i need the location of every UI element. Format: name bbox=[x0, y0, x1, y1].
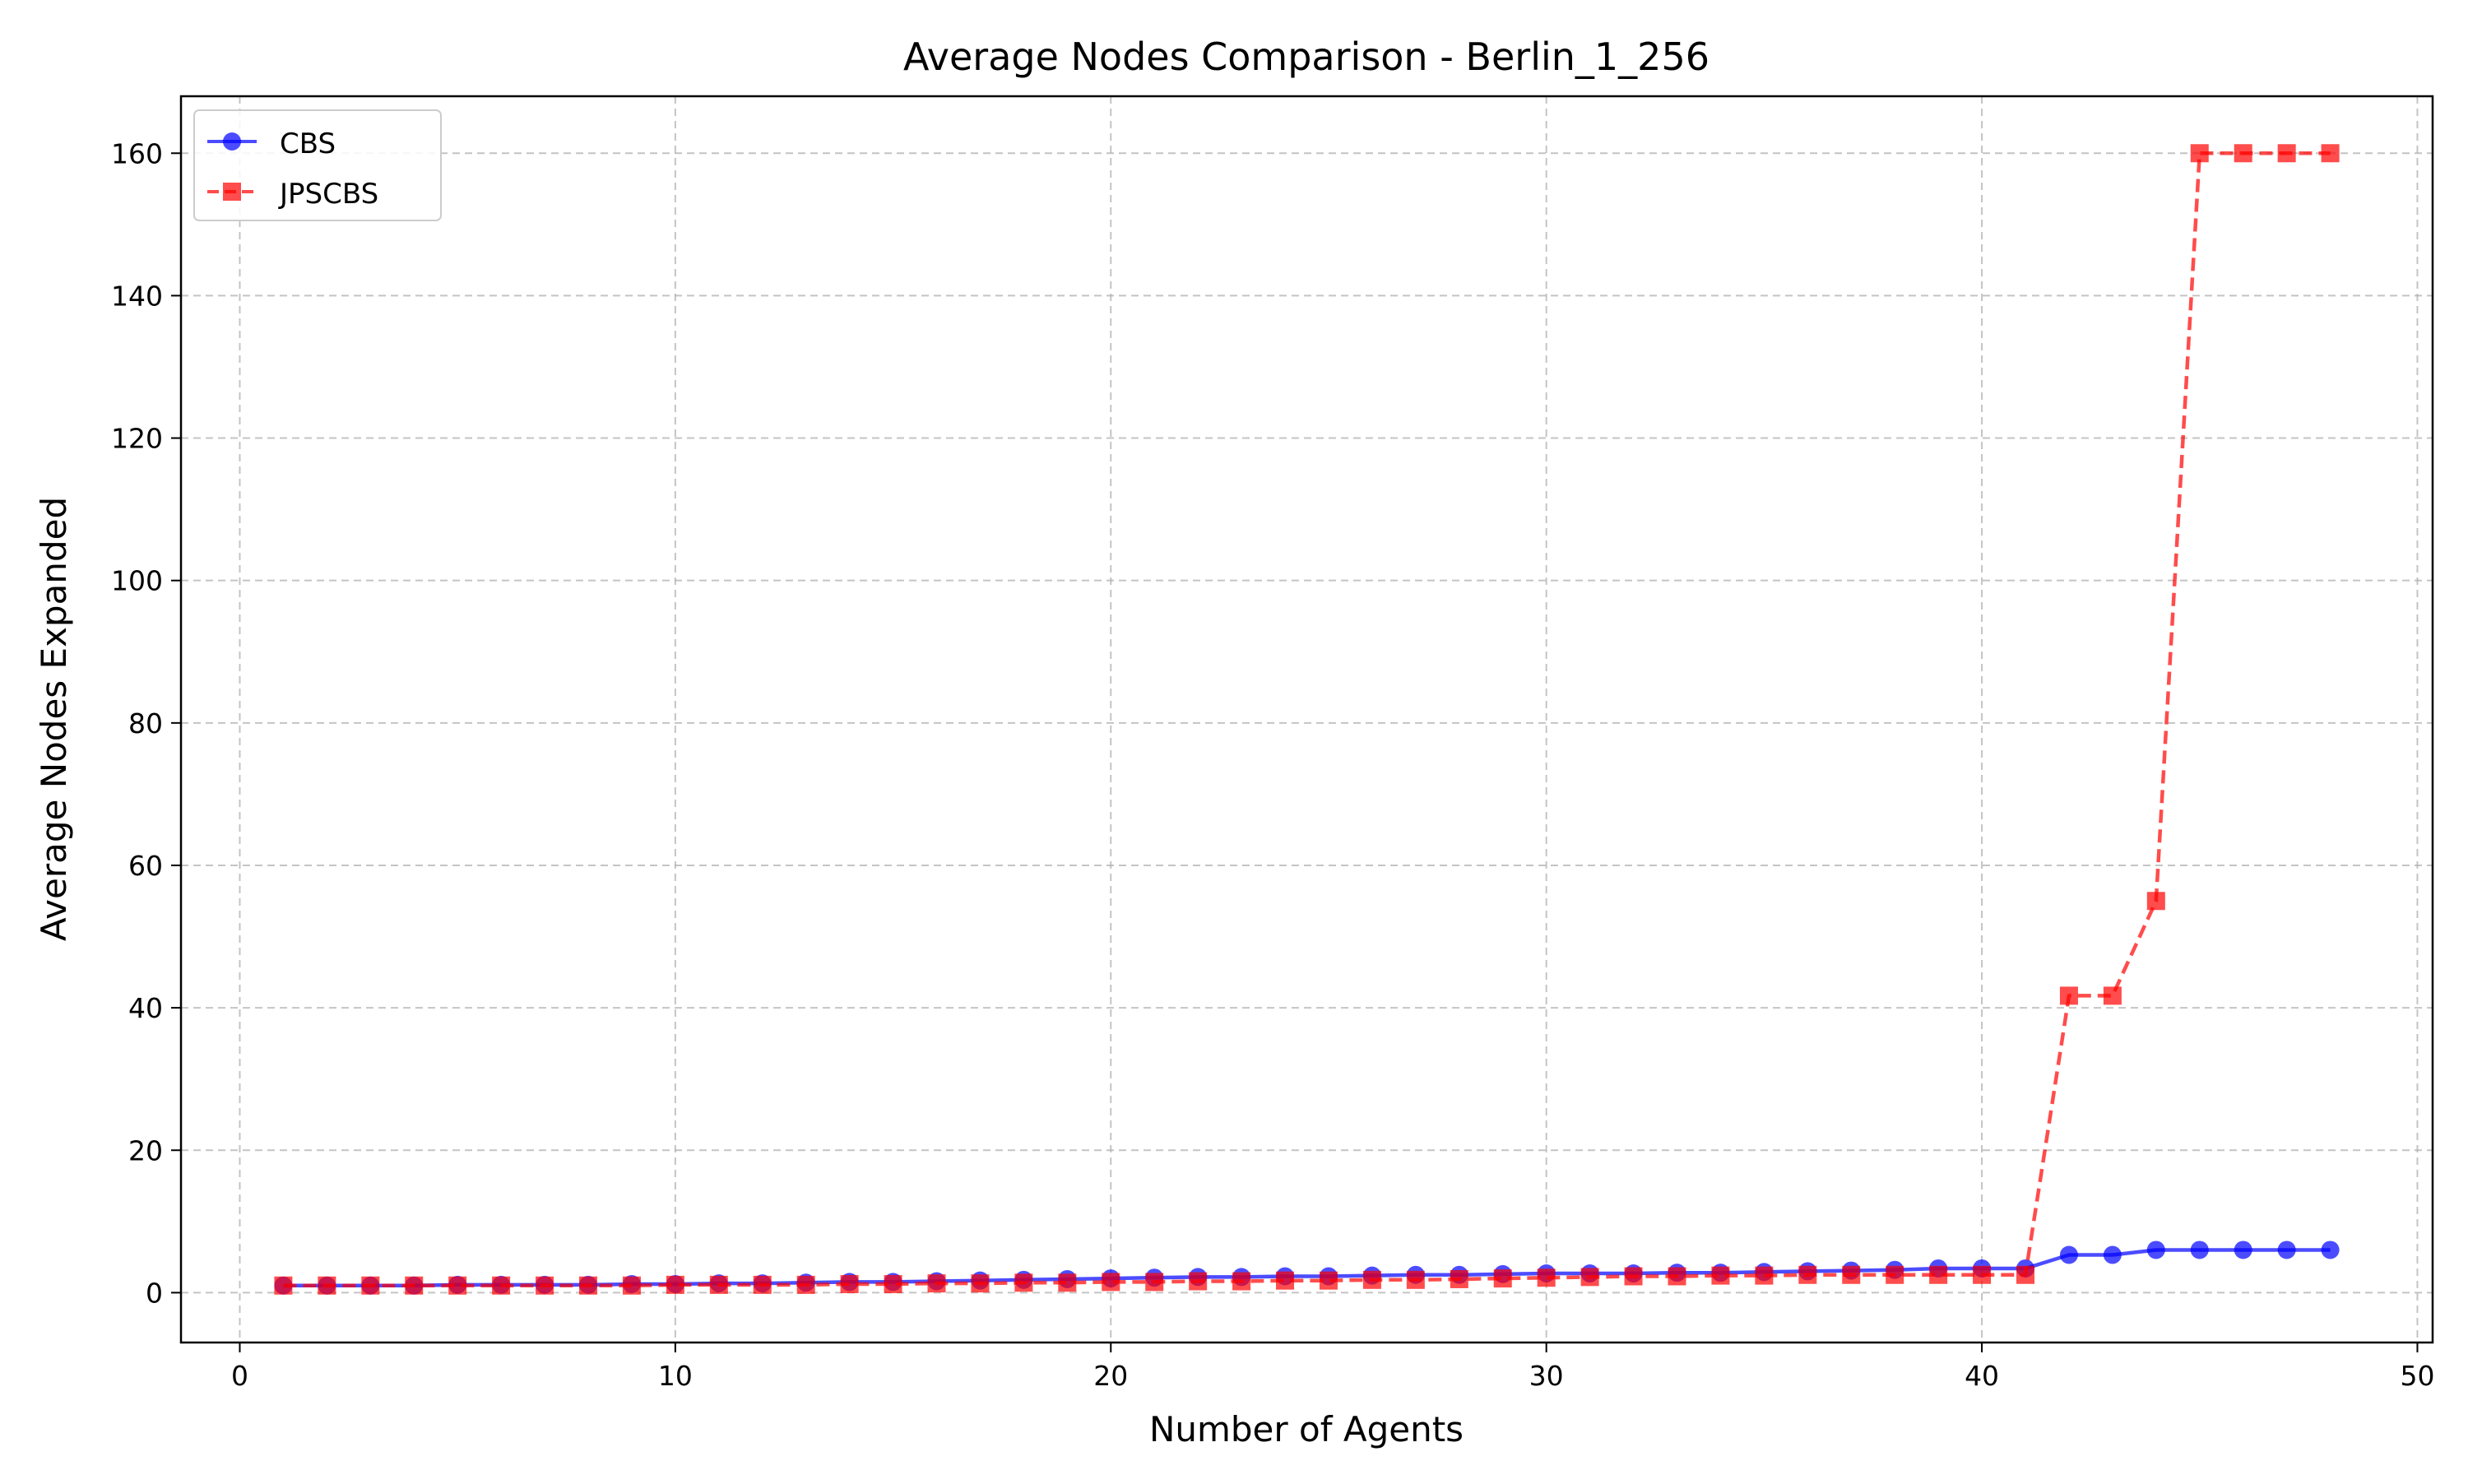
legend-box bbox=[193, 109, 442, 221]
x-tick-label: 20 bbox=[1093, 1360, 1128, 1392]
data-point-jpscbs bbox=[840, 1275, 859, 1294]
data-point-jpscbs bbox=[578, 1276, 597, 1295]
legend-label-cbs: CBS bbox=[280, 128, 336, 160]
x-tick-label: 30 bbox=[1529, 1360, 1564, 1392]
x-axis-label: Number of Agents bbox=[1149, 1409, 1464, 1449]
data-point-jpscbs bbox=[1276, 1271, 1295, 1290]
data-point-cbs bbox=[2146, 1241, 2165, 1259]
data-point-jpscbs bbox=[753, 1275, 772, 1294]
data-point-jpscbs bbox=[2321, 144, 2340, 163]
y-tick-label: 160 bbox=[111, 137, 163, 169]
y-tick-label: 80 bbox=[128, 707, 163, 740]
x-tick-label: 40 bbox=[1965, 1360, 1999, 1392]
data-point-jpscbs bbox=[361, 1276, 380, 1295]
data-point-jpscbs bbox=[1493, 1269, 1512, 1288]
data-point-jpscbs bbox=[536, 1276, 554, 1295]
y-tick-label: 40 bbox=[128, 992, 163, 1024]
series-layer bbox=[274, 144, 2340, 1295]
y-tick-label: 100 bbox=[111, 565, 163, 597]
x-tick-label: 10 bbox=[658, 1360, 693, 1392]
data-point-jpscbs bbox=[448, 1276, 467, 1295]
data-point-jpscbs bbox=[927, 1274, 946, 1293]
data-point-jpscbs bbox=[709, 1275, 728, 1294]
data-point-jpscbs bbox=[971, 1274, 990, 1293]
data-point-jpscbs bbox=[1232, 1272, 1251, 1291]
data-point-cbs bbox=[2234, 1241, 2252, 1259]
data-point-jpscbs bbox=[1668, 1267, 1686, 1286]
data-point-jpscbs bbox=[1406, 1270, 1425, 1289]
plot-frame bbox=[179, 95, 2434, 1344]
legend-marker-cbs bbox=[223, 132, 241, 151]
data-point-jpscbs bbox=[1102, 1273, 1120, 1292]
data-point-jpscbs bbox=[274, 1276, 293, 1295]
series-jpscbs bbox=[274, 144, 2340, 1295]
data-point-jpscbs bbox=[1580, 1268, 1599, 1287]
data-point-jpscbs bbox=[1886, 1265, 1904, 1284]
y-tick-label: 140 bbox=[111, 280, 163, 312]
grid bbox=[181, 96, 2433, 1343]
data-point-jpscbs bbox=[1450, 1269, 1468, 1288]
data-point-jpscbs bbox=[492, 1276, 511, 1295]
data-point-jpscbs bbox=[1755, 1266, 1774, 1285]
data-point-jpscbs bbox=[884, 1275, 902, 1294]
data-point-cbs bbox=[2277, 1241, 2296, 1259]
data-point-jpscbs bbox=[1711, 1266, 1730, 1285]
y-tick-label: 0 bbox=[146, 1277, 163, 1309]
data-point-jpscbs bbox=[1319, 1271, 1338, 1290]
data-point-jpscbs bbox=[1624, 1267, 1643, 1286]
y-tick-label: 20 bbox=[128, 1134, 163, 1166]
legend-marker-jpscbs bbox=[223, 183, 241, 201]
data-point-jpscbs bbox=[1189, 1272, 1208, 1291]
chart-title: Average Nodes Comparison - Berlin_1_256 bbox=[903, 35, 1710, 79]
data-point-jpscbs bbox=[1842, 1265, 1861, 1284]
data-point-jpscbs bbox=[2016, 1265, 2035, 1284]
data-point-jpscbs bbox=[622, 1276, 641, 1295]
data-point-jpscbs bbox=[1798, 1265, 1817, 1284]
data-point-jpscbs bbox=[2059, 986, 2078, 1005]
data-point-jpscbs bbox=[1058, 1273, 1077, 1292]
x-tick-label: 50 bbox=[2400, 1360, 2434, 1392]
data-point-jpscbs bbox=[318, 1276, 336, 1295]
y-tick-label: 60 bbox=[128, 850, 163, 882]
y-axis: 0 20 40 60 80 100 120 140 160 bbox=[111, 137, 181, 1309]
legend-item-cbs: CBS bbox=[207, 128, 336, 160]
data-point-jpscbs bbox=[1537, 1268, 1556, 1287]
data-point-jpscbs bbox=[405, 1276, 424, 1295]
data-point-cbs bbox=[2321, 1241, 2340, 1259]
data-point-jpscbs bbox=[666, 1275, 684, 1294]
data-point-jpscbs bbox=[1929, 1265, 1948, 1284]
data-point-jpscbs bbox=[2277, 144, 2296, 163]
legend-label-jpscbs: JPSCBS bbox=[278, 178, 378, 211]
data-point-jpscbs bbox=[2190, 144, 2209, 163]
x-axis: 0 10 20 30 40 50 bbox=[231, 1343, 2434, 1392]
data-point-jpscbs bbox=[1145, 1273, 1164, 1292]
legend: CBS JPSCBS bbox=[193, 109, 442, 221]
data-point-jpscbs bbox=[1973, 1265, 1992, 1284]
data-point-jpscbs bbox=[1362, 1270, 1381, 1289]
data-point-jpscbs bbox=[1014, 1273, 1033, 1292]
x-tick-label: 0 bbox=[231, 1360, 248, 1392]
data-point-jpscbs bbox=[2103, 986, 2122, 1005]
y-axis-label: Average Nodes Expanded bbox=[34, 497, 74, 941]
data-point-cbs bbox=[2190, 1241, 2209, 1259]
data-point-jpscbs bbox=[2146, 892, 2165, 911]
y-tick-label: 120 bbox=[111, 423, 163, 455]
legend-item-jpscbs: JPSCBS bbox=[207, 178, 378, 211]
data-point-jpscbs bbox=[796, 1275, 815, 1294]
data-point-cbs bbox=[2059, 1245, 2078, 1264]
data-point-jpscbs bbox=[2234, 144, 2252, 163]
data-point-cbs bbox=[2103, 1245, 2122, 1264]
